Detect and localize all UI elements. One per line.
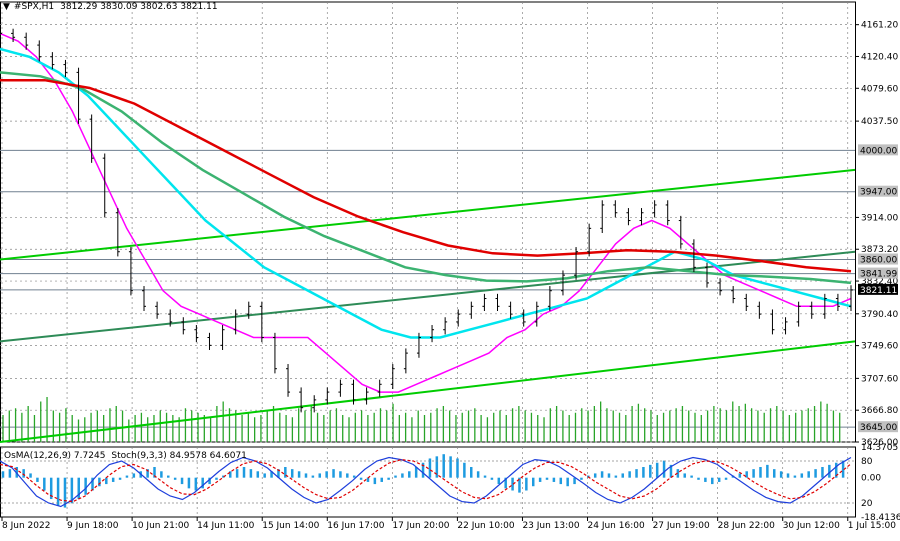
- stoch-label: Stoch(9,3,3) 84.9578 64.6071: [111, 451, 247, 461]
- y-tick-label: 3914.00: [861, 213, 898, 223]
- x-tick-label: 10 Jun 21:00: [132, 521, 189, 531]
- y-tick-label: 3666.80: [861, 406, 898, 416]
- price-level-label: 3821.11: [860, 286, 897, 296]
- price-level-label: 3860.00: [860, 256, 897, 266]
- price-level-label: 4000.00: [860, 146, 897, 156]
- moving-average-ema_seagreen: [0, 71, 852, 285]
- y-tick-label: 3707.60: [861, 374, 898, 384]
- sub-pane-frame: [0, 446, 856, 518]
- x-tick-label: 30 Jun 12:00: [783, 521, 840, 531]
- stoch-main-line: [0, 456, 852, 508]
- y-tick-label: 4161.20: [861, 21, 898, 31]
- x-tick-label: 28 Jun 22:00: [718, 521, 775, 531]
- x-tick-label: 1 Jul 15:00: [848, 521, 897, 531]
- ohlc-values: 3812.29 3830.09 3802.63 3821.11: [60, 2, 218, 12]
- y-tick-label: 3749.60: [861, 342, 898, 352]
- chart-header: ▼ #SPX,H1 3812.29 3830.09 3802.63 3821.11: [3, 2, 218, 12]
- y-tick-label: 3626.00: [861, 438, 898, 448]
- price-level-label: 3645.00: [860, 423, 897, 433]
- y-tick-label: 3790.40: [861, 310, 898, 320]
- indicator-header: OsMA(12,26,9) 7.7245 Stoch(9,3,3) 84.9578…: [4, 451, 253, 461]
- price-level-tag: [858, 283, 898, 295]
- osma-tick-label: 0.00: [861, 474, 881, 484]
- x-tick-label: 9 Jun 18:00: [67, 521, 119, 531]
- x-tick-label: 22 Jun 10:00: [457, 521, 514, 531]
- stoch-tick-label: 80: [861, 457, 873, 467]
- y-tick-label: 4120.40: [861, 52, 898, 62]
- price-level-label: 3841.99: [860, 270, 897, 280]
- price-level-tag: [858, 185, 898, 197]
- x-tick-label: 16 Jun 17:00: [327, 521, 384, 531]
- x-tick-label: 8 Jun 2022: [2, 521, 50, 531]
- x-tick-label: 15 Jun 14:00: [262, 521, 319, 531]
- symbol-label: #SPX,H1: [13, 2, 55, 12]
- y-tick-label: 3873.20: [861, 245, 898, 255]
- price-level-label: 3947.00: [860, 188, 897, 198]
- moving-average-ema_cyan: [0, 47, 852, 339]
- price-level-tag: [858, 421, 898, 433]
- x-tick-label: 14 Jun 11:00: [197, 521, 254, 531]
- dropdown-triangle-icon[interactable]: ▼: [3, 2, 10, 12]
- channel-line: [0, 340, 856, 443]
- x-tick-label: 23 Jun 13:00: [522, 521, 579, 531]
- stoch-tick-label: 20: [861, 499, 873, 509]
- x-tick-label: 24 Jun 16:00: [588, 521, 645, 531]
- y-tick-label: 4037.50: [861, 117, 898, 127]
- price-level-tag: [858, 267, 898, 279]
- y-tick-label: 4079.60: [861, 84, 898, 94]
- osma-tick-label: -18.4136: [861, 513, 900, 523]
- stoch-signal-line: [0, 458, 852, 503]
- osma-label: OsMA(12,26,9) 7.7245: [4, 451, 106, 461]
- y-tick-label: 3832.40: [861, 277, 898, 287]
- osma-tick-label: 14.3705: [861, 443, 898, 453]
- x-tick-label: 27 Jun 19:00: [653, 521, 710, 531]
- x-tick-label: 17 Jun 20:00: [392, 521, 449, 531]
- price-level-tag: [858, 253, 898, 265]
- main-pane-frame: [0, 1, 856, 443]
- channel-line: [0, 168, 856, 261]
- channel-line: [0, 250, 856, 343]
- price-level-tag: [858, 144, 898, 156]
- moving-average-ema_red: [0, 78, 852, 273]
